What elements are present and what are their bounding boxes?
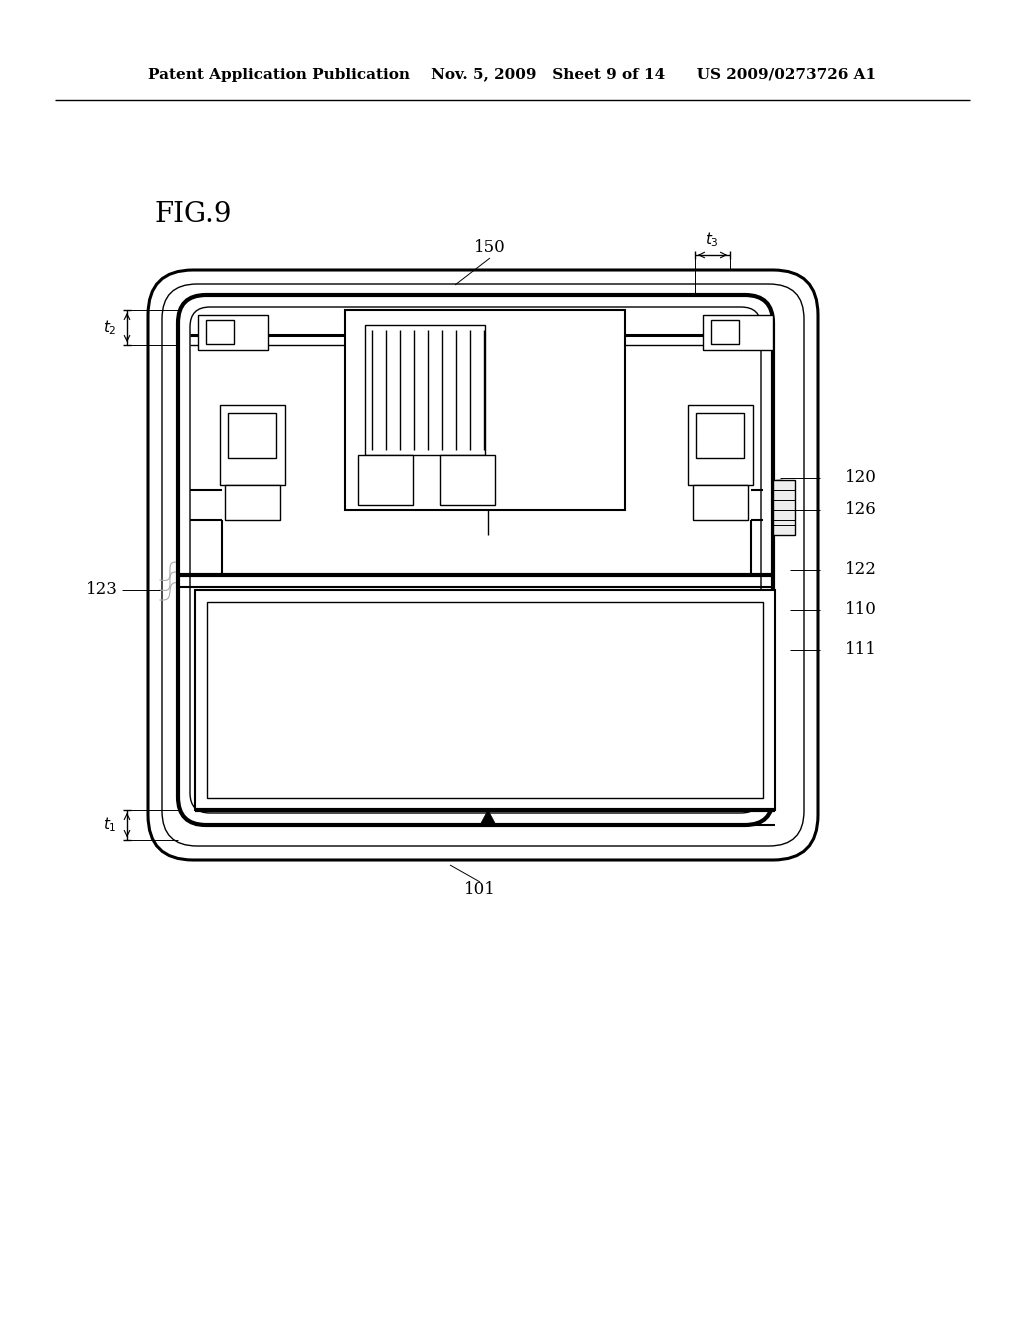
FancyBboxPatch shape: [178, 294, 773, 825]
FancyBboxPatch shape: [148, 271, 818, 861]
Bar: [345, 310, 625, 510]
Text: 150: 150: [474, 239, 506, 256]
Bar: [225, 484, 280, 520]
Bar: [358, 455, 413, 506]
Text: 126: 126: [845, 502, 877, 519]
Text: 123: 123: [86, 582, 118, 598]
FancyBboxPatch shape: [162, 284, 804, 846]
Text: 120: 120: [845, 470, 877, 487]
Bar: [696, 413, 744, 458]
Text: 111: 111: [845, 642, 877, 659]
Text: 110: 110: [845, 602, 877, 619]
Bar: [228, 413, 276, 458]
Bar: [693, 484, 748, 520]
Bar: [206, 319, 234, 345]
Text: 122: 122: [845, 561, 877, 578]
Text: $t_3$: $t_3$: [706, 231, 719, 249]
Bar: [207, 602, 763, 799]
Polygon shape: [480, 810, 496, 825]
Bar: [365, 325, 485, 455]
FancyBboxPatch shape: [190, 308, 761, 813]
Text: $t_2$: $t_2$: [103, 318, 117, 338]
Bar: [711, 319, 739, 345]
Text: $t_1$: $t_1$: [103, 816, 117, 834]
Bar: [198, 315, 268, 350]
Text: FIG.9: FIG.9: [155, 202, 232, 228]
Bar: [703, 315, 773, 350]
Text: Patent Application Publication    Nov. 5, 2009   Sheet 9 of 14      US 2009/0273: Patent Application Publication Nov. 5, 2…: [147, 69, 877, 82]
Bar: [773, 480, 795, 535]
Bar: [440, 455, 495, 506]
Text: 101: 101: [464, 882, 496, 899]
Bar: [688, 405, 753, 484]
Bar: [195, 590, 775, 810]
Bar: [220, 405, 285, 484]
